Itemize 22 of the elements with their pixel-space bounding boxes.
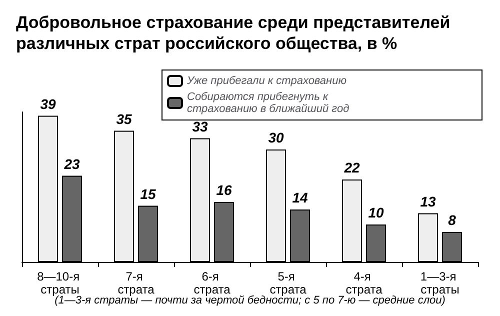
x-tick-label: 5-я страта <box>270 270 307 296</box>
text: (1—3-я страты — почти за чертой бедности; с 5 по 7-ю — средние слои) <box>54 294 446 306</box>
legend-label: Уже прибегали к страхованию <box>186 75 346 87</box>
data-label: 13 <box>420 193 436 210</box>
data-label: 15 <box>140 186 156 202</box>
x-tick-label: 7-я страта <box>118 270 155 296</box>
x-tick-label: 1—3-я страты <box>420 270 460 296</box>
x-tick-label: 6-я страта <box>194 270 231 296</box>
legend-label: Собираются прибегнуть к страхованию в ближайший год <box>187 91 350 115</box>
data-label: 35 <box>116 110 132 127</box>
x-tick-label: 4-я страта <box>346 270 383 296</box>
chart-title: Добровольное страхование среди представителей различных страт российского общества, в % <box>16 13 455 53</box>
data-label: 33 <box>192 118 208 134</box>
data-label: 23 <box>63 156 80 172</box>
data-label: 14 <box>292 190 308 206</box>
data-label: 39 <box>40 96 56 112</box>
x-tick-label: 8—10-я страты <box>37 270 83 296</box>
data-label: 22 <box>343 160 360 176</box>
data-label: 30 <box>268 130 284 146</box>
data-label: 8 <box>448 212 456 228</box>
data-label: 16 <box>216 182 232 198</box>
data-label: 10 <box>368 204 384 220</box>
